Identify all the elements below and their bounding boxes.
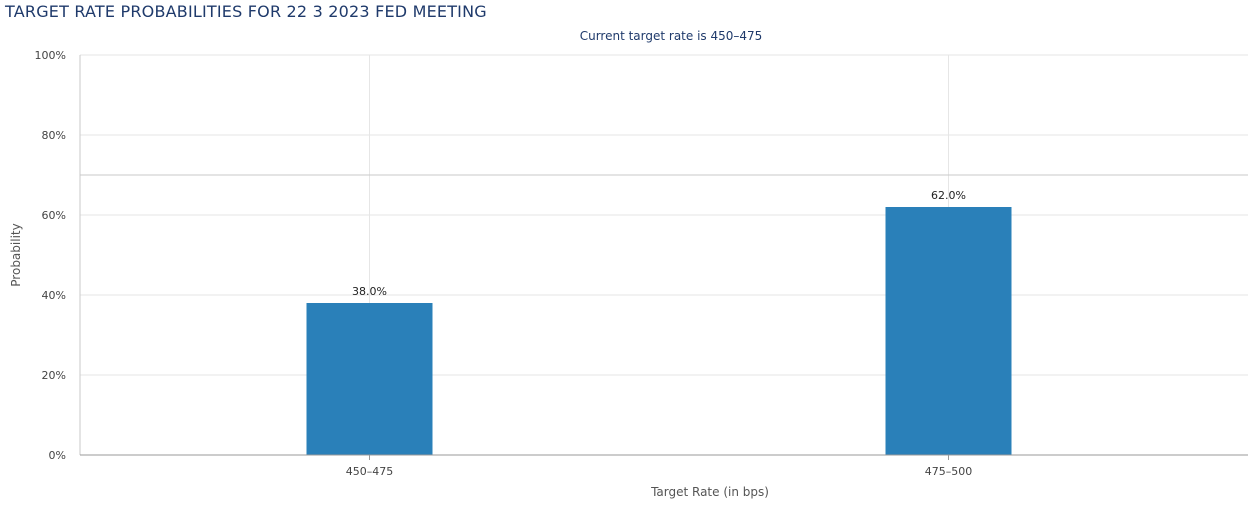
y-axis: 0% 20% 40% 60% 80% 100% (35, 49, 81, 462)
bar-value-label: 38.0% (352, 285, 387, 298)
y-tick-label: 20% (42, 369, 66, 382)
gridlines (80, 54, 1248, 455)
y-axis-title: Probability (9, 223, 23, 286)
y-tick-label: 0% (49, 449, 66, 462)
y-tick-label: 100% (35, 49, 66, 62)
chart-subtitle: Current target rate is 450–475 (580, 29, 763, 43)
page-title: TARGET RATE PROBABILITIES FOR 22 3 2023 … (5, 2, 487, 21)
y-tick-label: 80% (42, 129, 66, 142)
x-axis: 450–475 475–500 (80, 454, 1248, 478)
bars (306, 207, 1012, 455)
x-tick-label: 475–500 (925, 465, 973, 478)
x-tick-label: 450–475 (346, 465, 394, 478)
bar-1 (306, 303, 433, 455)
y-tick-label: 60% (42, 209, 66, 222)
bar-value-labels: 38.0% 62.0% (352, 189, 966, 298)
y-tick-label: 40% (42, 289, 66, 302)
x-axis-title: Target Rate (in bps) (650, 485, 769, 499)
bar-2 (885, 207, 1012, 455)
bar-value-label: 62.0% (931, 189, 966, 202)
